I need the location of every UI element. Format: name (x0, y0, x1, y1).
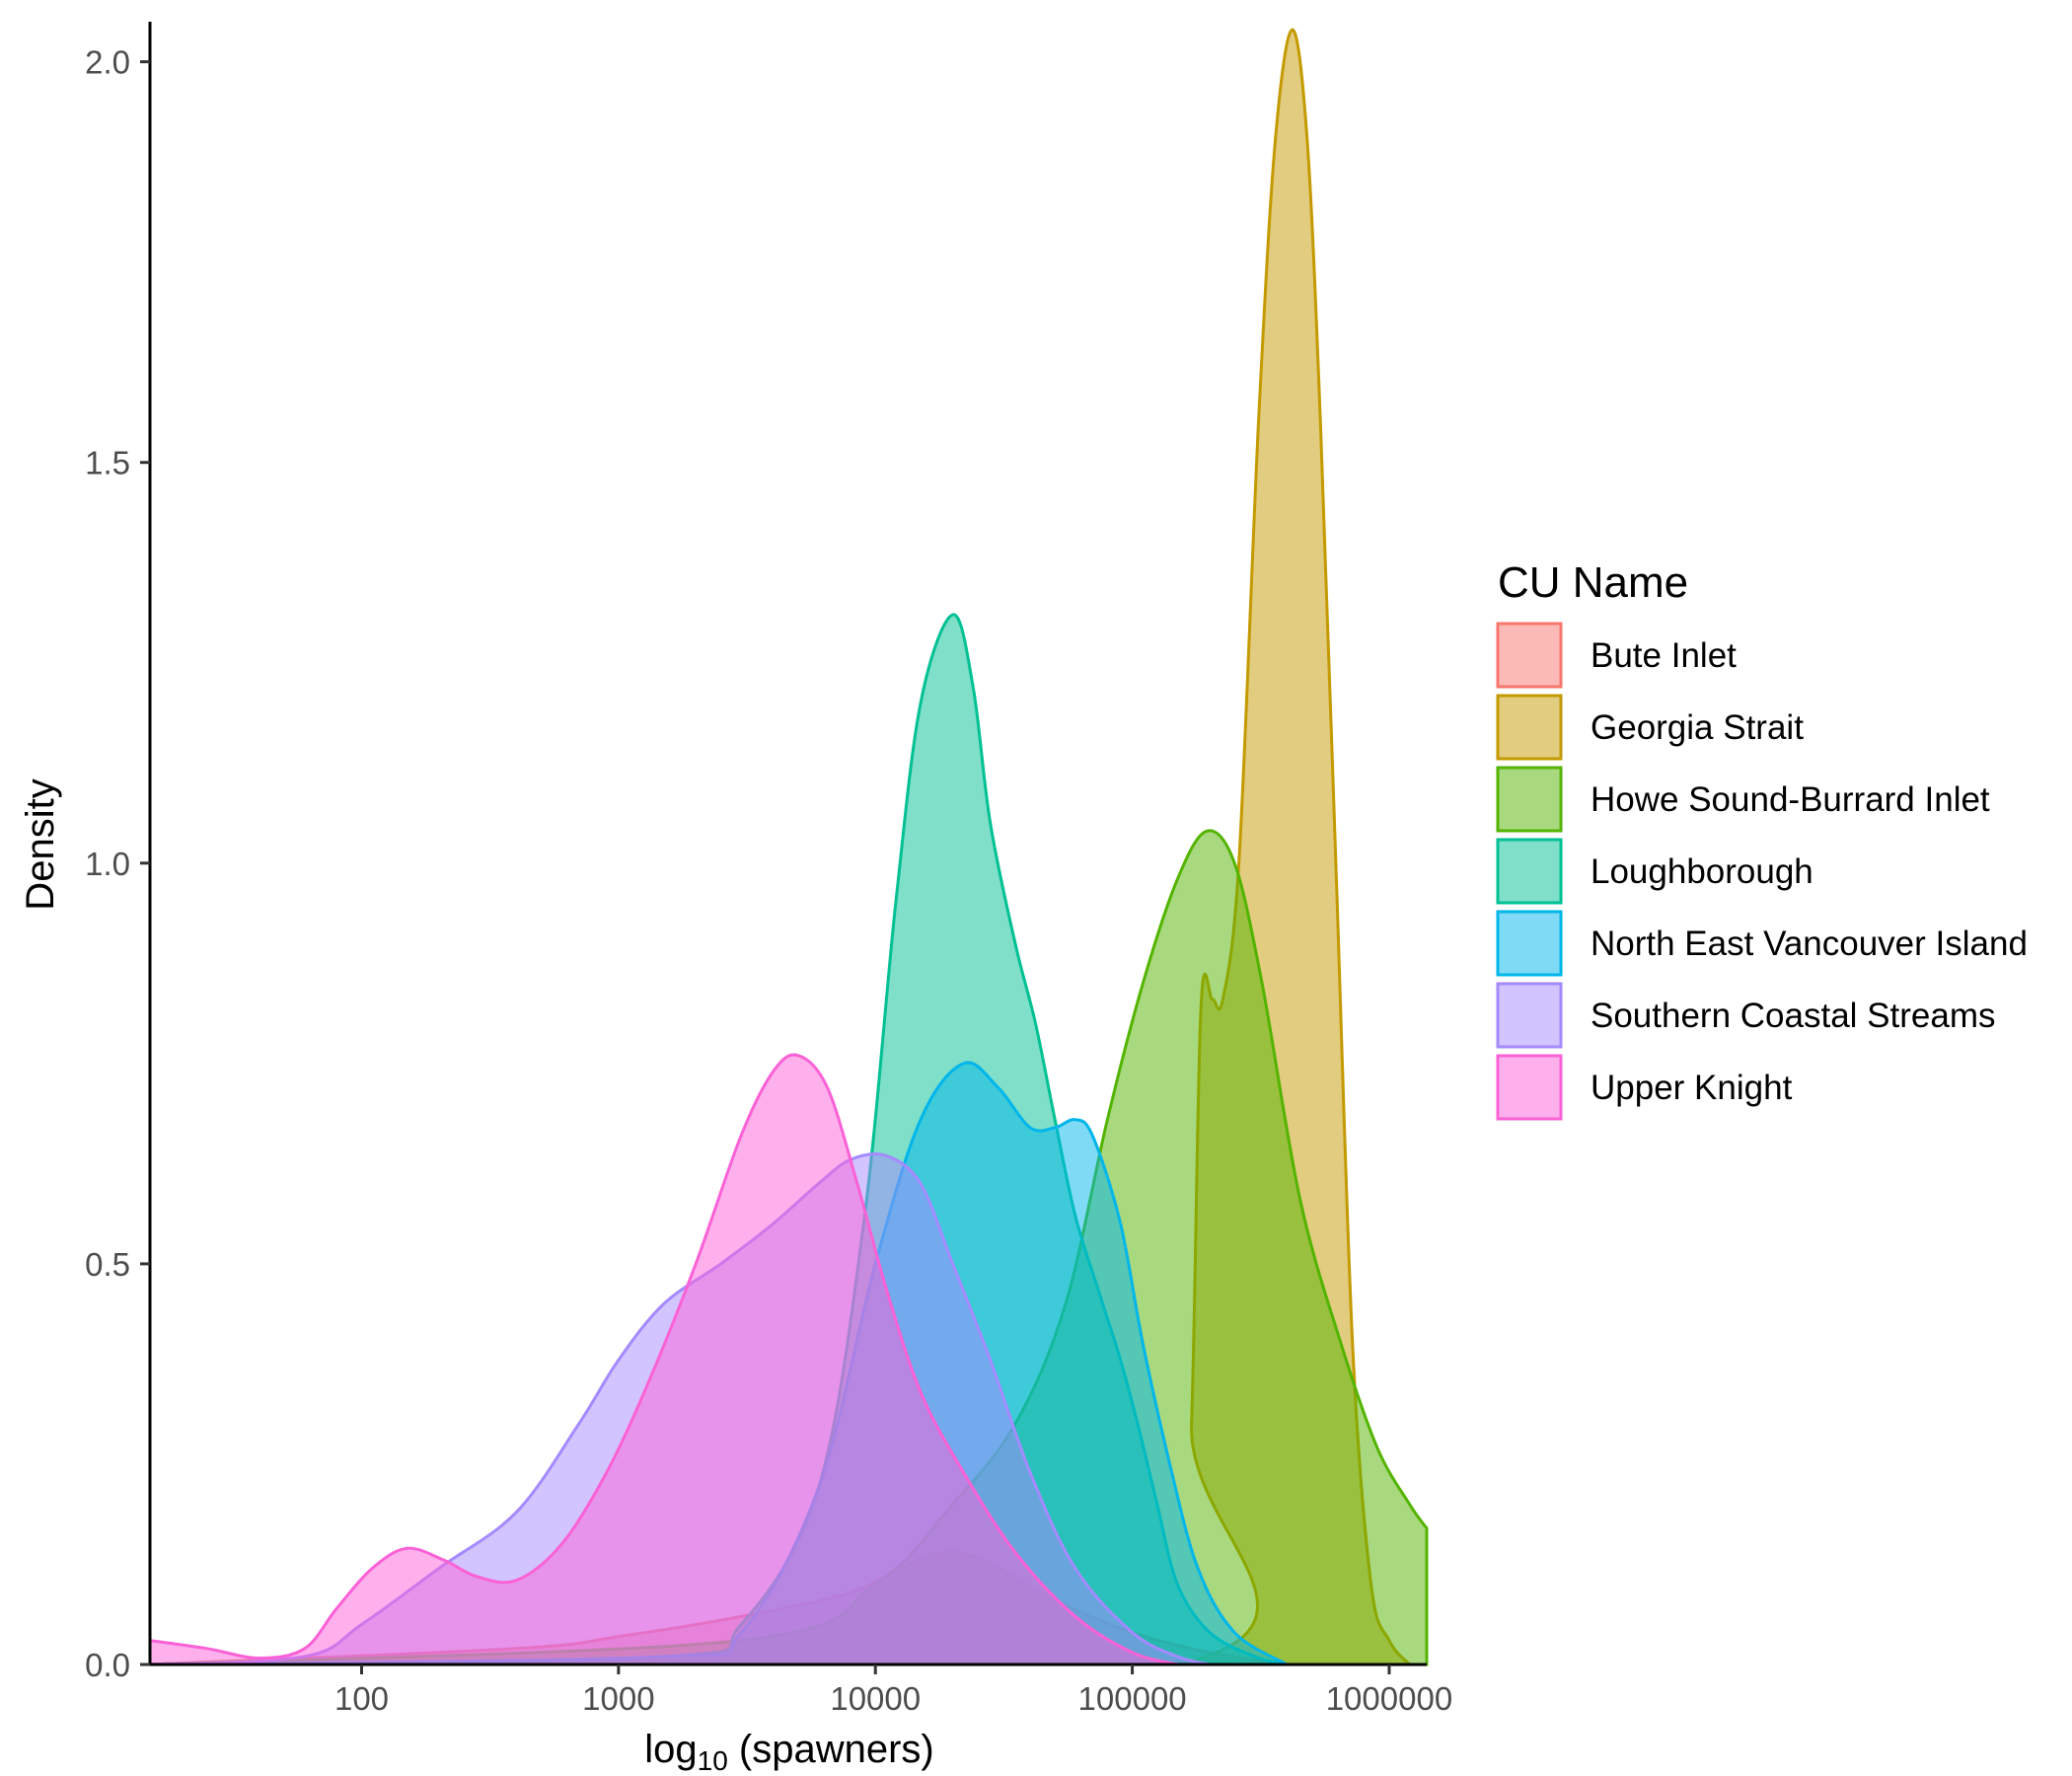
legend-key-north-east-vancouver-island (1496, 910, 1563, 977)
legend-label-bute-inlet: Bute Inlet (1591, 636, 1737, 675)
legend-label-howe-sound-burrard-inlet: Howe Sound-Burrard Inlet (1591, 780, 1990, 819)
legend-key-howe-sound-burrard-inlet (1496, 766, 1563, 833)
legend-key-southern-coastal-streams (1496, 982, 1563, 1049)
legend-items: Bute Inlet Georgia Strait Howe Sound-Burra… (1496, 622, 2028, 1121)
x-tick-label: 10000 (830, 1680, 921, 1717)
y-tick-label: 0.5 (85, 1246, 130, 1283)
legend-label-southern-coastal-streams: Southern Coastal Streams (1591, 997, 1995, 1035)
y-axis: 0.0 0.5 1.0 1.5 2.0 (85, 44, 150, 1683)
y-tick-label: 2.0 (85, 44, 130, 81)
y-axis-title: Density (19, 778, 62, 910)
legend-label-upper-knight: Upper Knight (1591, 1069, 1793, 1107)
x-tick-label: 1000000 (1326, 1680, 1452, 1717)
y-tick-label: 1.5 (85, 445, 130, 481)
x-axis-title: log10 (spawners) (644, 1728, 934, 1776)
legend-key-georgia-strait (1496, 694, 1563, 761)
x-tick-label: 1000 (582, 1680, 654, 1717)
legend-key-loughborough (1496, 838, 1563, 905)
series-layer (148, 28, 1429, 1666)
y-tick-label: 0.0 (85, 1647, 130, 1683)
x-axis-title-rest: (spawners) (728, 1728, 934, 1771)
x-tick-label: 100000 (1078, 1680, 1187, 1717)
y-tick-label: 1.0 (85, 846, 130, 882)
legend-label-loughborough: Loughborough (1591, 852, 1813, 891)
x-axis: 100 1000 10000 100000 1000000 (334, 1665, 1452, 1717)
legend-label-north-east-vancouver-island: North East Vancouver Island (1591, 925, 2028, 963)
legend-key-bute-inlet (1496, 622, 1563, 689)
legend-title: CU Name (1498, 558, 1688, 607)
x-axis-title-main: log (644, 1728, 697, 1771)
density-area-upper-knight (148, 1053, 1178, 1666)
legend-label-georgia-strait: Georgia Strait (1591, 708, 1804, 747)
x-axis-title-sub: 10 (698, 1745, 728, 1776)
legend: CU Name Bute Inlet Georgia Strait Howe Sou… (1496, 558, 2028, 1121)
legend-key-upper-knight (1496, 1054, 1563, 1121)
x-tick-label: 100 (334, 1680, 389, 1717)
